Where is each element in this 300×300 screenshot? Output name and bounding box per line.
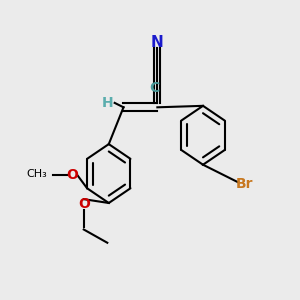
Text: N: N [151, 35, 164, 50]
Text: O: O [66, 168, 78, 182]
Text: CH₃: CH₃ [26, 169, 47, 178]
Text: H: H [101, 96, 113, 110]
Text: C: C [149, 81, 160, 95]
Text: Br: Br [236, 177, 253, 191]
Text: O: O [78, 197, 90, 212]
